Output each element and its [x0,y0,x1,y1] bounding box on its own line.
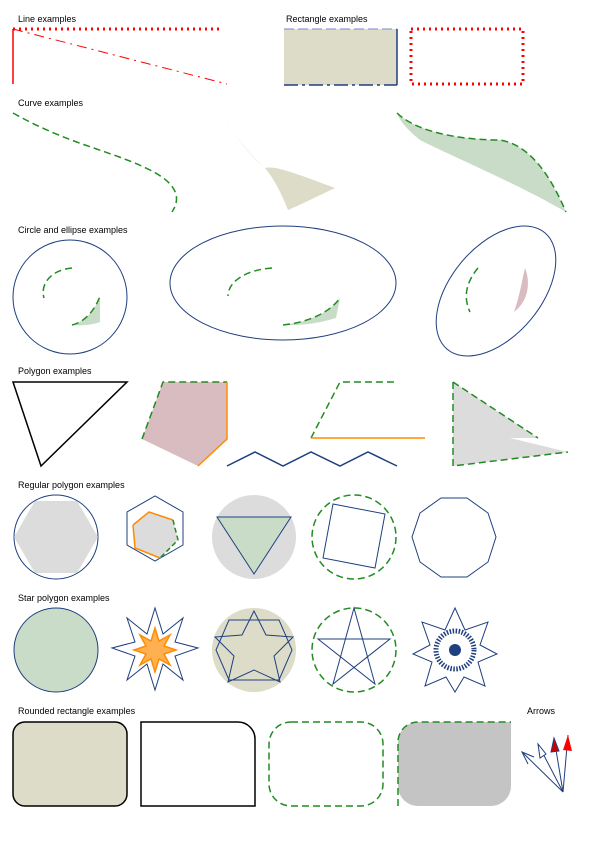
heading-polygon-examples: Polygon examples [18,366,92,376]
navy-sunburst-core [449,644,461,656]
polygon-examples-group [11,381,569,468]
gray-arrow-polygon [453,382,568,466]
navy-pentagram [316,606,392,686]
star-polygon-examples-group [13,606,499,693]
rounded-rectangle-examples-group [12,721,511,807]
rectangle-examples-group [284,27,525,86]
olive-rounded-rectangle [12,721,128,807]
navy-zigzag [226,451,398,467]
circle-examples-group [12,225,557,357]
dashed-star-circle [311,607,397,693]
arrowhead-1 [520,751,535,765]
navy-star-1 [213,609,295,683]
green-filled-curve [397,113,566,212]
filled-rectangle [284,29,397,85]
navy-many-point-star [411,606,499,693]
circle-dashed-arc [42,267,101,326]
green-dashed-curve [12,112,178,213]
arrow-line-1 [521,751,564,793]
green-triangle [216,516,292,575]
arrows-group [520,734,572,793]
pentagon-dashed-border [141,381,227,440]
dashed-rounded-rectangle [268,721,384,807]
circle-outline [12,239,128,355]
heading-star-polygon-examples: Star polygon examples [18,593,110,603]
dashed-parallelogram-top [310,381,397,439]
navy-star-2 [215,619,293,681]
circle-green-segment [72,296,100,326]
gray-pentagon [133,512,178,558]
red-dotted-rectangle [409,27,525,86]
arrow-polygon-dashed-diagonal [452,381,539,439]
pentagon-dashed-right [159,519,179,559]
orange-star [131,625,179,675]
heading-line-examples: Line examples [18,14,77,24]
heading-rounded-rectangle-examples: Rounded rectangle examples [18,706,136,716]
gray-rounded-rectangle-dashed-border [397,721,511,806]
heading-arrows: Arrows [527,706,556,716]
gray-rounded-rectangle [398,722,511,806]
navy-decagon [411,497,497,578]
regular-polygon-examples-group [13,494,497,580]
arrowhead-3 [550,736,560,753]
olive-circle [212,608,296,692]
gray-hexagon [14,501,98,573]
line-examples-group [12,27,228,85]
olive-twisted-curve [223,113,335,210]
tilted-ellipse-dashed-arc [465,267,479,313]
curve-examples-group [12,112,567,213]
black-triangle [11,381,129,468]
navy-sunburst-center [433,628,477,672]
navy-square [322,503,386,569]
pentagon-orange-edge [132,511,174,526]
heading-circle-examples: Circle and ellipse examples [18,225,128,235]
pentagon-orange-border [197,382,228,467]
arrowhead-4 [563,735,572,751]
navy-hexagon [126,495,184,562]
dashed-circle [311,494,397,580]
tilted-ellipse-outline [435,225,557,357]
heading-curve-examples: Curve examples [18,98,84,108]
heading-rectangle-examples: Rectangle examples [286,14,368,24]
tilted-ellipse-mauve-segment [514,268,528,312]
red-dashdot-line [12,28,228,85]
ellipse-dashed-arc [227,267,341,326]
ellipse-outline [169,225,397,341]
mauve-pentagon [142,382,227,466]
green-filled-circle [13,607,99,693]
pentagon-orange-left [132,524,161,559]
arrow-polygon-dashed-border [452,382,569,467]
arrowhead-2 [537,742,547,759]
ellipse-green-segment [283,298,340,326]
heading-regular-polygon-examples: Regular polygon examples [18,480,125,490]
navy-twelve-point-star [110,606,200,692]
white-rounded-corner-rectangle [140,721,256,807]
